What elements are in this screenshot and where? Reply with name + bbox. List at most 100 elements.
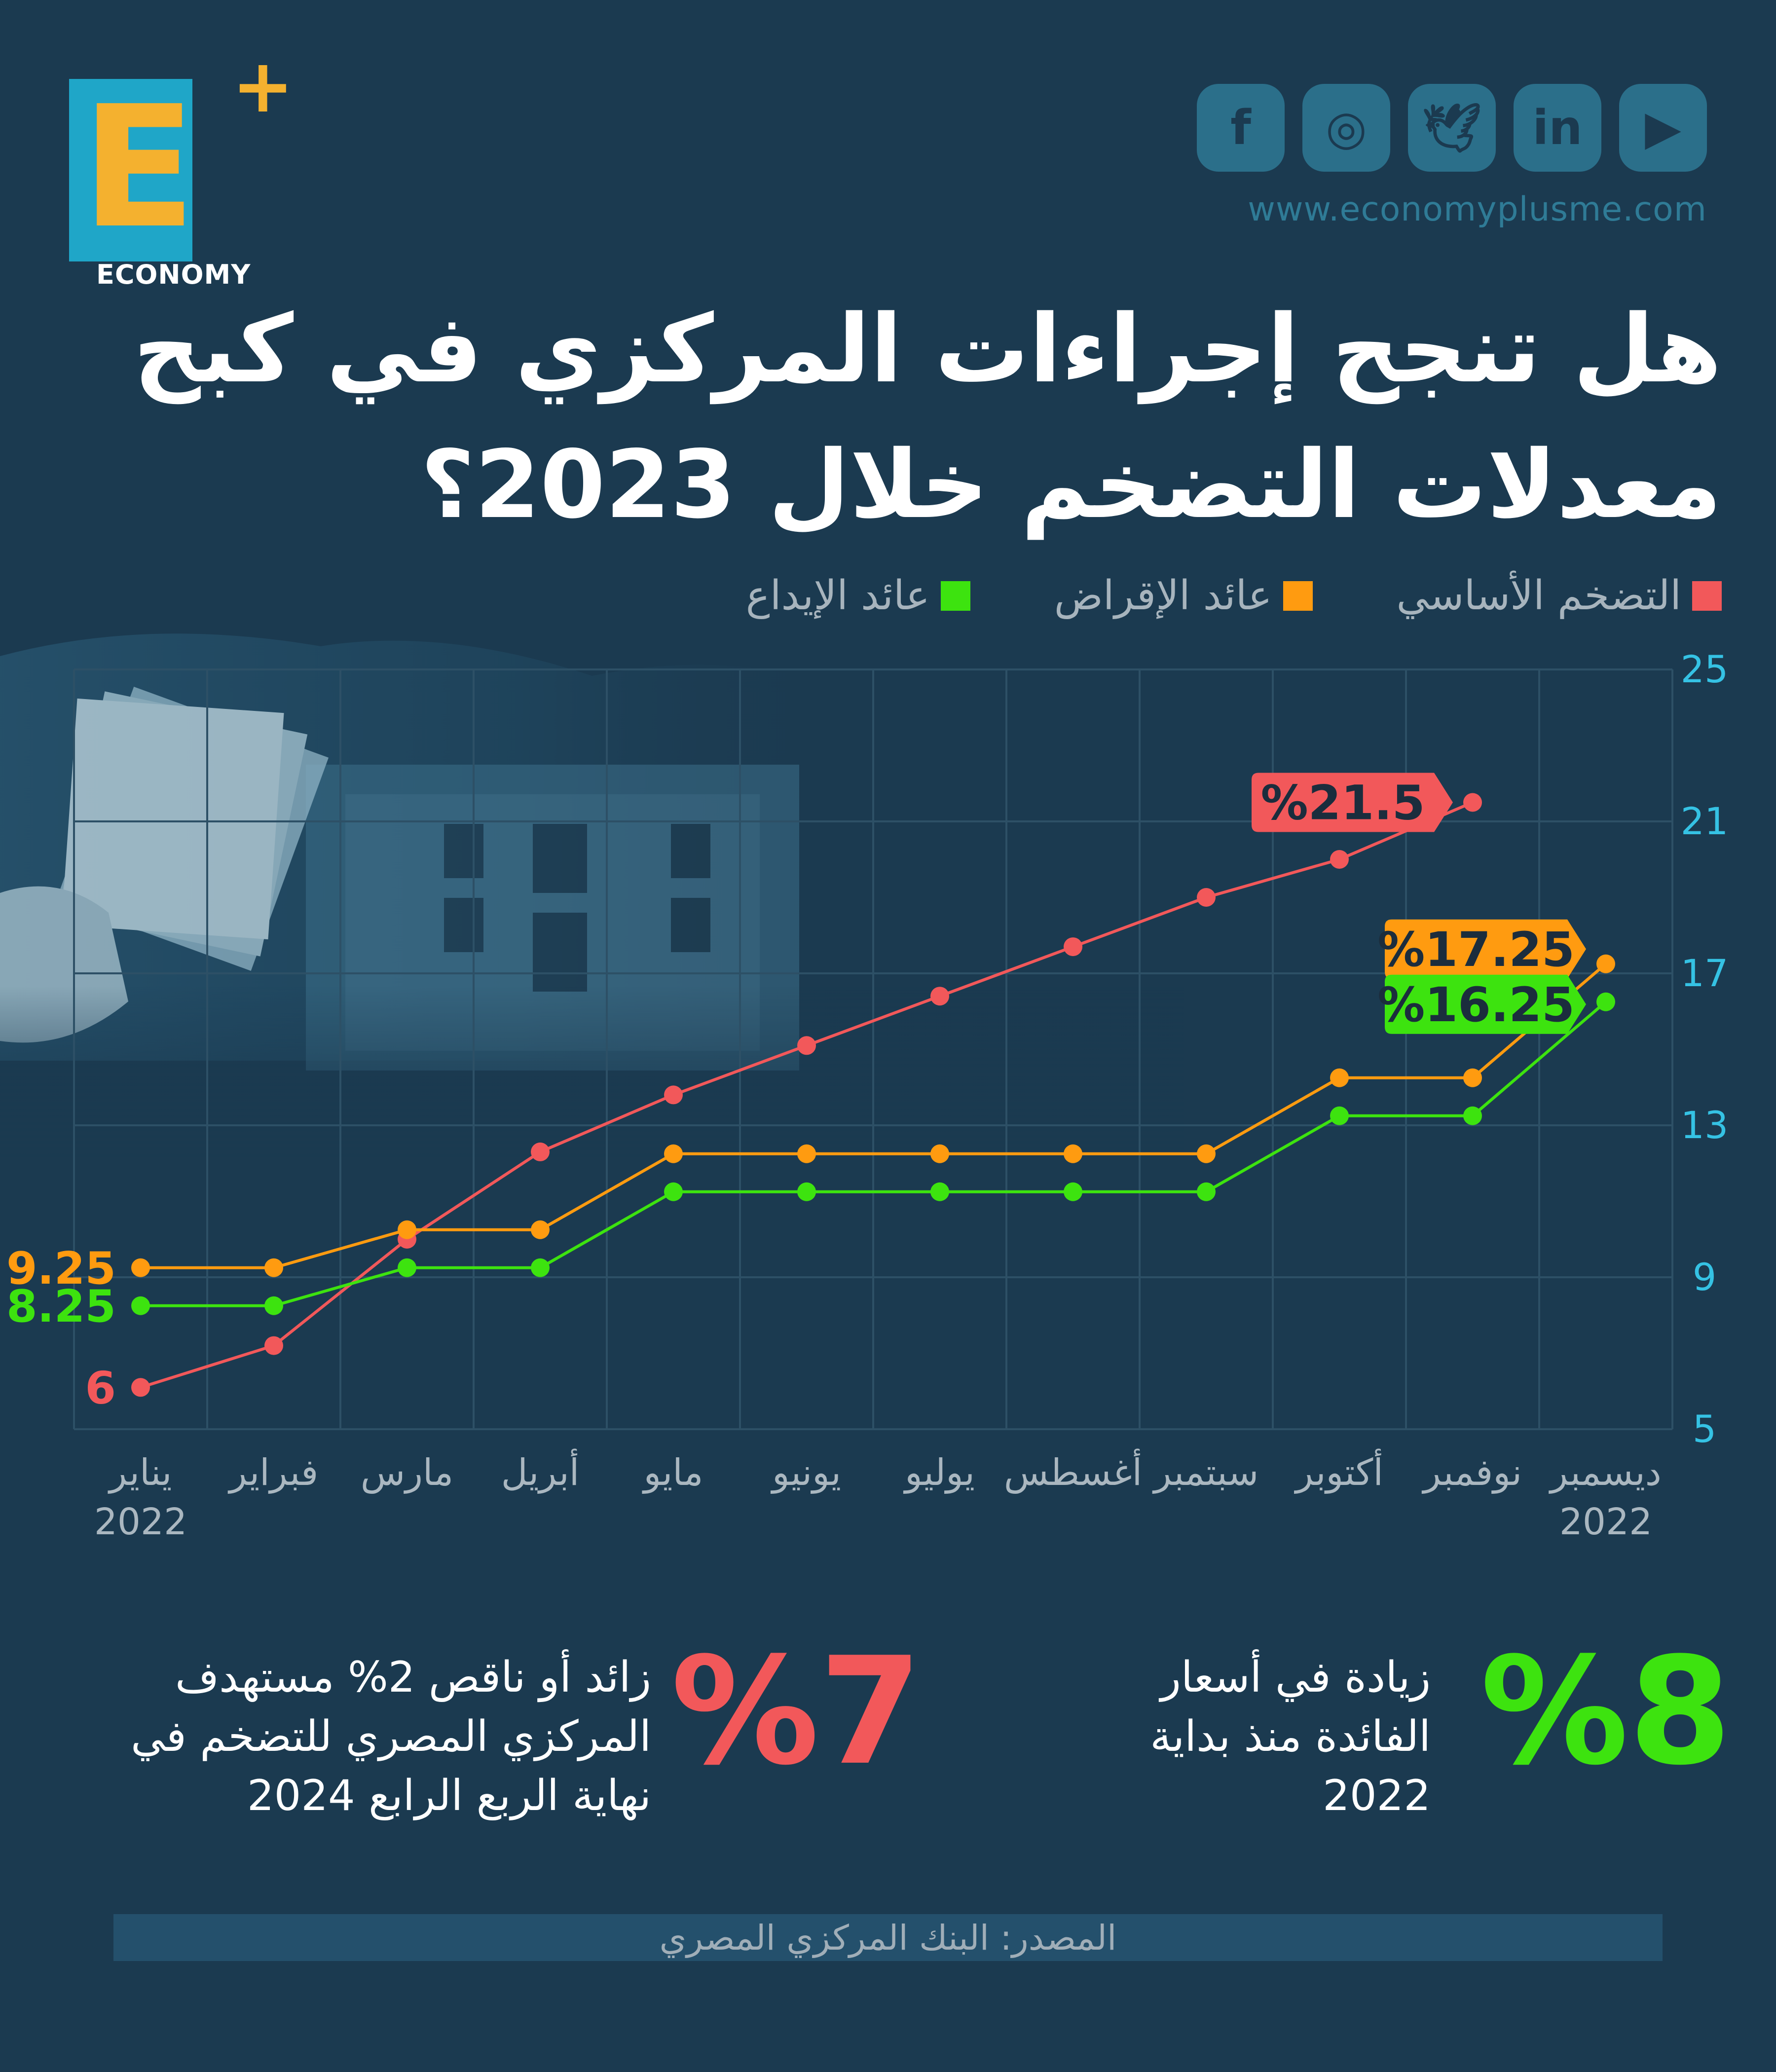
value-callout-label: %16.25 — [1377, 977, 1575, 1033]
logo-wordmark: ECONOMY — [96, 259, 251, 290]
data-point — [797, 1182, 816, 1201]
data-point — [1330, 850, 1349, 869]
start-value-label: 6 — [85, 1362, 116, 1414]
data-point — [664, 1144, 683, 1163]
start-value-label: 9.25 — [6, 1243, 116, 1295]
y-tick-label: 17 — [1681, 951, 1729, 995]
data-point — [1463, 1106, 1482, 1125]
stat-inflation-target-text: زائد أو ناقص 2% مستهدف المركزي المصري لل… — [131, 1653, 651, 1820]
x-year-label: 2022 — [94, 1501, 187, 1543]
x-axis-ticks: يناير فبراير مارس أبريل مايو يونيو يوليو أغسطس س… — [94, 1448, 1662, 1543]
value-callout-label: %21.5 — [1260, 776, 1425, 831]
data-point — [1463, 1068, 1482, 1087]
legend-swatch — [940, 581, 970, 611]
background-photo — [0, 633, 1184, 1159]
data-point — [1064, 1182, 1082, 1201]
source-text: المصدر: البنك المركزي المصري — [659, 1917, 1117, 1958]
page-title: هل تنجح إجراءات المركزي في كبح معدلات ال… — [94, 281, 1722, 553]
data-point — [930, 1144, 949, 1163]
facebook-icon[interactable]: f — [1197, 84, 1285, 172]
data-point — [398, 1258, 416, 1277]
x-tick-label: ديسمبر — [1548, 1451, 1662, 1494]
x-tick-label: فبراير — [227, 1451, 319, 1494]
legend-swatch — [1692, 581, 1722, 611]
stat-inflation-target-value: %7 — [671, 1626, 923, 1798]
data-point — [664, 1182, 683, 1201]
data-point — [264, 1296, 283, 1315]
y-tick-label: 9 — [1693, 1255, 1716, 1299]
data-point — [1064, 937, 1082, 957]
logo-letter: E — [81, 70, 196, 265]
logo-block — [69, 79, 192, 261]
logo-plus-icon: + — [232, 43, 294, 129]
y-tick-label: 21 — [1681, 799, 1729, 843]
value-callout — [1385, 974, 1586, 1034]
legend-label: التضخم الأساسي — [1396, 572, 1681, 619]
data-point — [930, 1182, 949, 1201]
twitter-icon[interactable]: 🕊 — [1408, 84, 1496, 172]
value-callout — [1252, 773, 1453, 832]
data-point — [131, 1296, 150, 1315]
data-point — [1330, 1106, 1349, 1125]
data-point — [131, 1258, 150, 1277]
x-tick-label: أبريل — [501, 1448, 580, 1494]
x-tick-label: مايو — [641, 1451, 703, 1494]
y-tick-label: 13 — [1681, 1103, 1729, 1147]
series-line — [141, 962, 1607, 1269]
data-point — [664, 1085, 683, 1105]
data-point — [131, 1378, 150, 1397]
chart-points — [131, 793, 1615, 1397]
instagram-icon[interactable]: ◎ — [1302, 84, 1390, 172]
y-axis-ticks: 5 9 13 17 21 25 — [1681, 647, 1729, 1451]
x-tick-label: أغسطس — [1004, 1448, 1142, 1494]
data-point — [797, 1036, 816, 1055]
youtube-icon[interactable]: ▶ — [1619, 84, 1707, 172]
data-point — [531, 1258, 550, 1277]
x-tick-label: نوفمبر — [1421, 1451, 1522, 1494]
legend-item-core-inflation: التضخم الأساسي — [1397, 572, 1722, 619]
legend-item-lending-rate: عائد الإقراض — [1054, 572, 1313, 619]
x-year-label: 2022 — [1559, 1501, 1652, 1543]
x-tick-label: يوليو — [903, 1451, 975, 1494]
website-url[interactable]: www.economyplusme.com — [1248, 190, 1707, 229]
data-point — [1197, 1144, 1216, 1163]
legend-label: عائد الإيداع — [745, 572, 930, 619]
data-point — [398, 1220, 416, 1239]
value-callout — [1385, 919, 1586, 979]
start-value-label: 8.25 — [6, 1281, 116, 1332]
chart-legend: التضخم الأساسي عائد الإقراض عائد الإيداع — [746, 572, 1722, 619]
legend-label: عائد الإقراض — [1054, 572, 1272, 619]
value-callout-label: %17.25 — [1377, 922, 1575, 977]
legend-swatch — [1283, 581, 1313, 611]
data-point — [531, 1220, 550, 1239]
chart-labels: 6 9.258.25 %21.5 %17.25%16.25 — [6, 773, 1586, 1414]
title-line-1: هل تنجح إجراءات المركزي في كبح — [133, 295, 1722, 404]
data-point — [264, 1336, 283, 1355]
social-links: f ◎ 🕊 in ▶ — [1197, 84, 1707, 172]
data-point — [264, 1258, 283, 1277]
data-point — [1596, 954, 1615, 973]
source-bar: المصدر: البنك المركزي المصري — [113, 1914, 1663, 1961]
economy-plus-logo[interactable]: E + ECONOMY — [69, 49, 294, 290]
series-line — [141, 1000, 1607, 1307]
y-tick-label: 25 — [1681, 647, 1729, 691]
data-point — [1064, 1144, 1082, 1163]
title-line-2: معدلات التضخم خلال 2023؟ — [420, 430, 1722, 539]
x-tick-label: سبتمبر — [1152, 1451, 1259, 1494]
data-point — [1330, 1068, 1349, 1087]
stat-rate-increase-value: %8 — [1480, 1626, 1732, 1798]
money-banknotes-image — [0, 687, 329, 1043]
x-tick-label: أكتوبر — [1294, 1448, 1383, 1494]
data-point — [1197, 888, 1216, 907]
data-point — [797, 1144, 816, 1163]
linkedin-icon[interactable]: in — [1514, 84, 1601, 172]
data-point — [1463, 793, 1482, 812]
data-point — [930, 987, 949, 1006]
legend-item-deposit-rate: عائد الإيداع — [746, 572, 970, 619]
x-tick-label: يونيو — [770, 1451, 841, 1494]
data-point — [531, 1142, 550, 1161]
line-chart: 5 9 13 17 21 25 يناير فبراير مارس أبريل مايو يونيو… — [6, 647, 1729, 1543]
y-tick-label: 5 — [1693, 1407, 1716, 1451]
stat-rate-increase-text: زيادة في أسعار الفائدة منذ بداية 2022 — [1150, 1653, 1431, 1820]
x-tick-label: يناير — [108, 1451, 172, 1494]
